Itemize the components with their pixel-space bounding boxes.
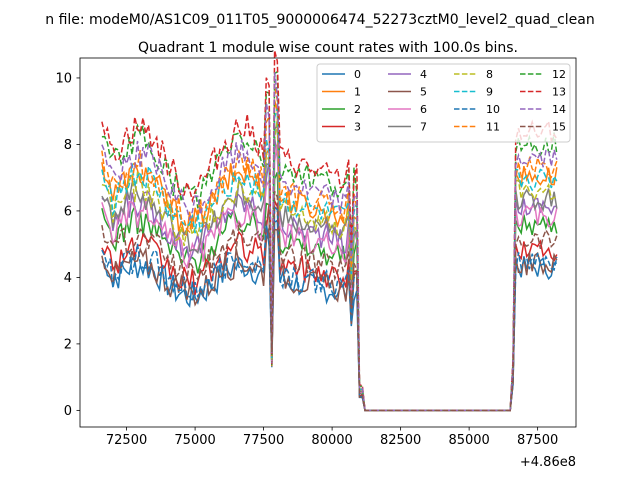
y-tick-label: 6 (64, 204, 72, 219)
legend-label-0: 0 (354, 68, 361, 81)
legend-label-3: 3 (354, 121, 361, 134)
legend-label-5: 5 (420, 86, 427, 99)
x-tick-label: 85000 (448, 433, 489, 448)
series-line-1 (101, 100, 558, 412)
legend-label-11: 11 (486, 121, 500, 134)
legend-label-15: 15 (552, 121, 566, 134)
series-line-5 (101, 227, 558, 412)
y-axis: 0 2 4 6 8 10 (55, 71, 80, 419)
x-offset-label: +4.86e8 (520, 455, 576, 470)
series-lines (101, 50, 558, 412)
legend-label-12: 12 (552, 68, 566, 81)
chart-title: Quadrant 1 module wise count rates with … (138, 40, 518, 56)
x-tick-label: 80000 (311, 433, 352, 448)
series-line-9 (101, 107, 558, 412)
series-line-14 (101, 72, 558, 412)
legend-label-8: 8 (486, 68, 493, 81)
series-line-13 (101, 50, 558, 412)
legend-label-2: 2 (354, 103, 361, 116)
x-axis: 72500 75000 77500 80000 82500 85000 87500 (106, 427, 558, 448)
y-tick-label: 2 (64, 337, 72, 352)
legend-label-9: 9 (486, 86, 493, 99)
y-tick-label: 4 (64, 271, 72, 286)
figure-suptitle: n file: modeM0/AS1C09_011T05_9000006474_… (45, 12, 594, 28)
y-tick-label: 8 (64, 138, 72, 153)
legend-label-10: 10 (486, 103, 500, 116)
series-line-15 (101, 190, 558, 412)
x-tick-label: 82500 (380, 433, 421, 448)
legend-label-13: 13 (552, 86, 566, 99)
legend-label-4: 4 (420, 68, 427, 81)
x-tick-label: 87500 (517, 433, 558, 448)
legend-label-6: 6 (420, 103, 427, 116)
plot-area-frame (79, 57, 577, 428)
x-tick-label: 75000 (174, 433, 215, 448)
x-tick-label: 77500 (243, 433, 284, 448)
legend-label-7: 7 (420, 121, 427, 134)
legend-box (316, 63, 571, 143)
y-tick-label: 0 (64, 404, 72, 419)
legend-label-14: 14 (552, 103, 566, 116)
x-tick-label: 72500 (106, 433, 147, 448)
legend-label-1: 1 (354, 86, 361, 99)
y-tick-label: 10 (55, 71, 72, 86)
